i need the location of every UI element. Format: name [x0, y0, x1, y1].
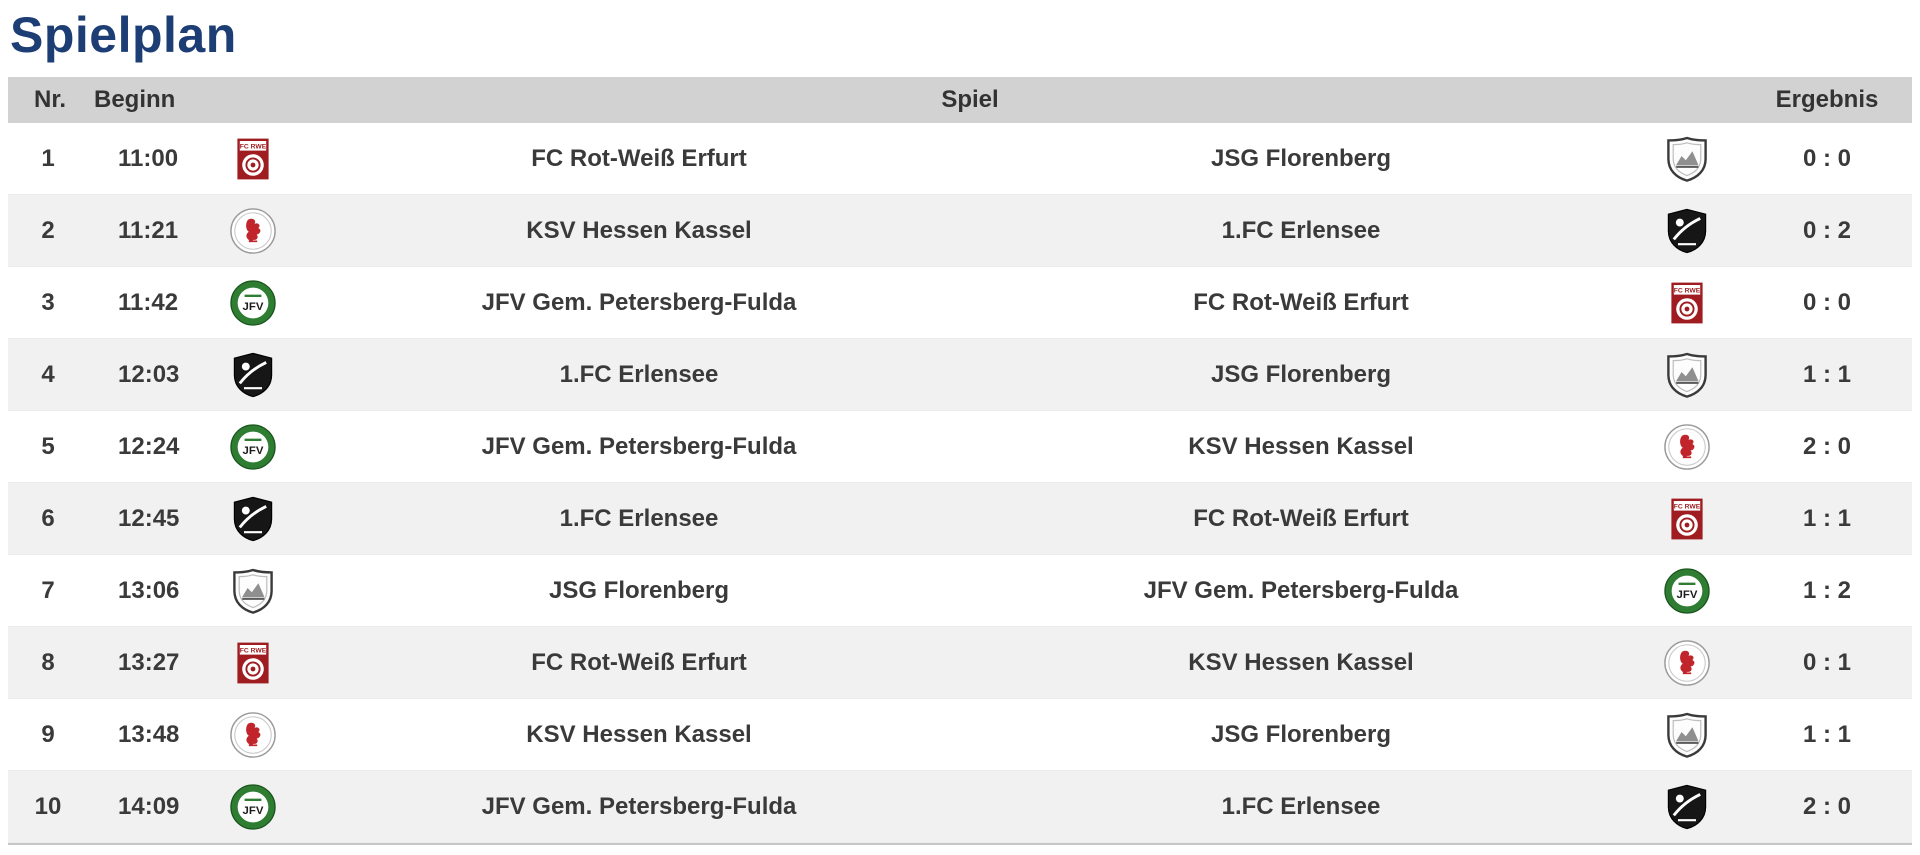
svg-text:JFV: JFV — [1677, 589, 1698, 601]
header-beginn: Beginn — [94, 86, 176, 113]
home-team-name: JSG Florenberg — [548, 576, 730, 604]
home-team-name: JFV Gem. Petersberg-Fulda — [481, 432, 797, 460]
home-team-name: JFV Gem. Petersberg-Fulda — [481, 288, 797, 316]
ksv-hessen-kassel-crest-icon — [198, 207, 308, 255]
home-team-name: FC Rot-Weiß Erfurt — [531, 144, 747, 172]
match-number: 8 — [41, 648, 55, 676]
match-number: 2 — [41, 216, 55, 244]
match-score: 2 : 0 — [1802, 792, 1852, 820]
jsg-florenberg-crest-icon — [1632, 135, 1742, 183]
match-number: 7 — [41, 576, 55, 604]
away-team-name: KSV Hessen Kassel — [1188, 432, 1414, 460]
home-team-name: JFV Gem. Petersberg-Fulda — [481, 792, 797, 820]
away-team-name: 1.FC Erlensee — [1221, 216, 1381, 244]
away-team-name: JSG Florenberg — [1210, 360, 1392, 388]
rwe-erfurt-crest-icon: FC RWE — [198, 639, 308, 687]
match-score: 2 : 0 — [1802, 432, 1852, 460]
match-row: 7 13:06 JSG Florenberg JFV Gem. Petersbe… — [8, 555, 1912, 627]
schedule-table: Nr. Beginn Spiel Ergebnis 1 11:00 FC RWE… — [8, 77, 1912, 845]
match-number: 6 — [41, 504, 55, 532]
header-nr: Nr. — [33, 86, 66, 113]
away-team-name: JSG Florenberg — [1210, 144, 1392, 172]
schedule-table-header: Nr. Beginn Spiel Ergebnis — [8, 77, 1912, 123]
match-row: 6 12:45 1.FC Erlensee FC Rot-Weiß Erfurt… — [8, 483, 1912, 555]
away-team-name: FC Rot-Weiß Erfurt — [1193, 288, 1409, 316]
match-row: 3 11:42 JFV JFV Gem. Petersberg-Fulda FC… — [8, 267, 1912, 339]
match-score: 1 : 1 — [1802, 360, 1852, 388]
match-row: 2 11:21 KSV Hessen Kassel 1.FC Erlensee … — [8, 195, 1912, 267]
match-start-time: 11:42 — [118, 288, 179, 316]
rwe-erfurt-crest-icon: FC RWE — [1632, 279, 1742, 327]
home-team-name: FC Rot-Weiß Erfurt — [531, 648, 747, 676]
match-start-time: 13:06 — [118, 576, 180, 604]
away-team-name: 1.FC Erlensee — [1221, 792, 1381, 820]
away-team-name: FC Rot-Weiß Erfurt — [1193, 504, 1409, 532]
home-team-name: 1.FC Erlensee — [559, 360, 719, 388]
match-number: 5 — [41, 432, 55, 460]
match-score: 0 : 2 — [1802, 216, 1852, 244]
home-team-name: KSV Hessen Kassel — [526, 216, 752, 244]
match-row: 9 13:48 KSV Hessen Kassel JSG Florenberg… — [8, 699, 1912, 771]
match-row: 5 12:24 JFV JFV Gem. Petersberg-Fulda KS… — [8, 411, 1912, 483]
jfv-petersberg-fulda-crest-icon: JFV — [198, 783, 308, 831]
match-start-time: 14:09 — [118, 792, 180, 820]
match-score: 0 : 0 — [1802, 288, 1852, 316]
match-score: 0 : 0 — [1802, 144, 1852, 172]
jsg-florenberg-crest-icon — [1632, 351, 1742, 399]
match-start-time: 11:21 — [118, 216, 179, 244]
rwe-erfurt-crest-icon: FC RWE — [1632, 495, 1742, 543]
match-row: 1 11:00 FC RWE FC Rot-Weiß Erfurt JSG Fl… — [8, 123, 1912, 195]
match-row: 10 14:09 JFV JFV Gem. Petersberg-Fulda 1… — [8, 771, 1912, 843]
match-start-time: 13:48 — [118, 720, 180, 748]
header-spiel: Spiel — [941, 86, 999, 113]
away-team-name: JFV Gem. Petersberg-Fulda — [1143, 576, 1459, 604]
jsg-florenberg-crest-icon — [198, 567, 308, 615]
match-start-time: 12:24 — [118, 432, 180, 460]
fc-erlensee-crest-icon — [1632, 207, 1742, 255]
match-score: 1 : 1 — [1802, 720, 1852, 748]
home-team-name: 1.FC Erlensee — [559, 504, 719, 532]
match-number: 9 — [41, 720, 55, 748]
match-number: 4 — [41, 360, 55, 388]
match-row: 8 13:27 FC RWE FC Rot-Weiß Erfurt KSV He… — [8, 627, 1912, 699]
match-number: 3 — [41, 288, 55, 316]
jfv-petersberg-fulda-crest-icon: JFV — [198, 279, 308, 327]
match-number: 10 — [34, 792, 62, 820]
fc-erlensee-crest-icon — [1632, 783, 1742, 831]
ksv-hessen-kassel-crest-icon — [1632, 639, 1742, 687]
svg-text:JFV: JFV — [243, 805, 264, 817]
match-score: 0 : 1 — [1802, 648, 1852, 676]
fc-erlensee-crest-icon — [198, 351, 308, 399]
ksv-hessen-kassel-crest-icon — [198, 711, 308, 759]
match-start-time: 11:00 — [118, 144, 179, 172]
svg-text:FC RWE: FC RWE — [1674, 287, 1701, 294]
rwe-erfurt-crest-icon: FC RWE — [198, 135, 308, 183]
match-score: 1 : 1 — [1802, 504, 1852, 532]
away-team-name: KSV Hessen Kassel — [1188, 648, 1414, 676]
svg-text:FC RWE: FC RWE — [240, 647, 267, 654]
ksv-hessen-kassel-crest-icon — [1632, 423, 1742, 471]
page-title: Spielplan — [10, 7, 237, 63]
home-team-name: KSV Hessen Kassel — [526, 720, 752, 748]
match-start-time: 12:45 — [118, 504, 180, 532]
jfv-petersberg-fulda-crest-icon: JFV — [198, 423, 308, 471]
match-start-time: 12:03 — [118, 360, 180, 388]
schedule-table-body: 1 11:00 FC RWE FC Rot-Weiß Erfurt JSG Fl… — [8, 123, 1912, 843]
svg-text:JFV: JFV — [243, 301, 264, 313]
svg-text:FC RWE: FC RWE — [240, 143, 267, 150]
fc-erlensee-crest-icon — [198, 495, 308, 543]
jsg-florenberg-crest-icon — [1632, 711, 1742, 759]
header-ergebnis: Ergebnis — [1775, 86, 1879, 113]
svg-text:FC RWE: FC RWE — [1674, 503, 1701, 510]
match-number: 1 — [41, 144, 55, 172]
match-score: 1 : 2 — [1802, 576, 1852, 604]
jfv-petersberg-fulda-crest-icon: JFV — [1632, 567, 1742, 615]
away-team-name: JSG Florenberg — [1210, 720, 1392, 748]
match-row: 4 12:03 1.FC Erlensee JSG Florenberg 1 :… — [8, 339, 1912, 411]
match-start-time: 13:27 — [118, 648, 180, 676]
svg-text:JFV: JFV — [243, 445, 264, 457]
